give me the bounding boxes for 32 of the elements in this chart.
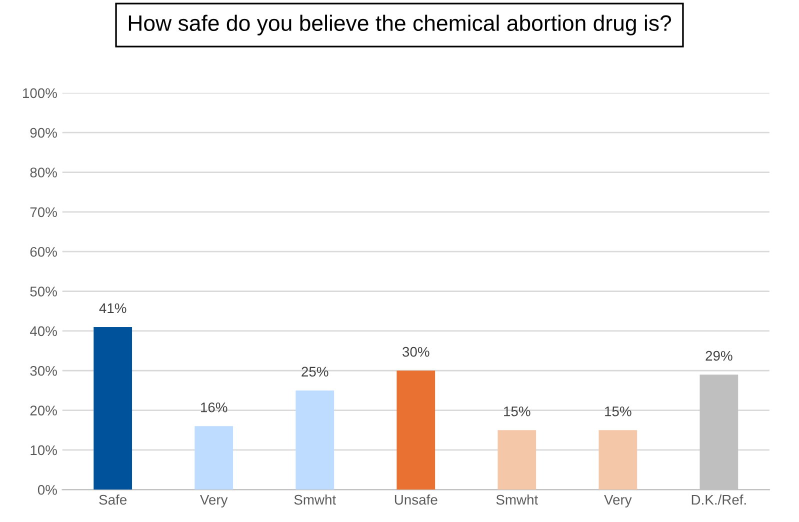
chart-title: How safe do you believe the chemical abortion drug is? bbox=[128, 14, 672, 36]
bar bbox=[296, 390, 334, 490]
data-label: 16% bbox=[201, 402, 228, 412]
x-tick-label: D.K./Ref. bbox=[692, 494, 746, 505]
x-tick-label: Very bbox=[604, 495, 632, 508]
bar bbox=[498, 430, 536, 490]
data-label: 30% bbox=[402, 346, 430, 357]
y-tick-label: 80% bbox=[30, 168, 57, 178]
y-tick-label: 40% bbox=[30, 326, 57, 336]
data-label: 29% bbox=[706, 350, 732, 361]
y-tick-label: 50% bbox=[30, 286, 57, 296]
data-label: 25% bbox=[302, 366, 328, 377]
y-tick-label: 30% bbox=[30, 366, 57, 376]
bar bbox=[94, 326, 132, 490]
x-tick-label: Very bbox=[200, 495, 228, 508]
x-tick-label: Smwht bbox=[294, 494, 336, 505]
y-tick-label: 70% bbox=[30, 207, 57, 218]
y-tick-label: 60% bbox=[30, 246, 57, 257]
x-tick-label: Unsafe bbox=[394, 494, 438, 505]
bar bbox=[396, 370, 436, 490]
x-tick-label: Smwht bbox=[496, 494, 538, 505]
y-tick-label: 10% bbox=[30, 445, 57, 456]
y-tick-label: 100% bbox=[23, 88, 57, 98]
data-label: 15% bbox=[605, 406, 632, 416]
x-tick-label: Safe bbox=[99, 494, 126, 505]
y-tick-label: 90% bbox=[30, 128, 57, 138]
data-label: 41% bbox=[99, 303, 126, 314]
data-label: 15% bbox=[504, 406, 530, 416]
bar bbox=[598, 430, 638, 490]
bar bbox=[194, 426, 234, 490]
y-tick-label: 20% bbox=[30, 406, 57, 416]
y-tick-label: 0% bbox=[38, 484, 57, 495]
